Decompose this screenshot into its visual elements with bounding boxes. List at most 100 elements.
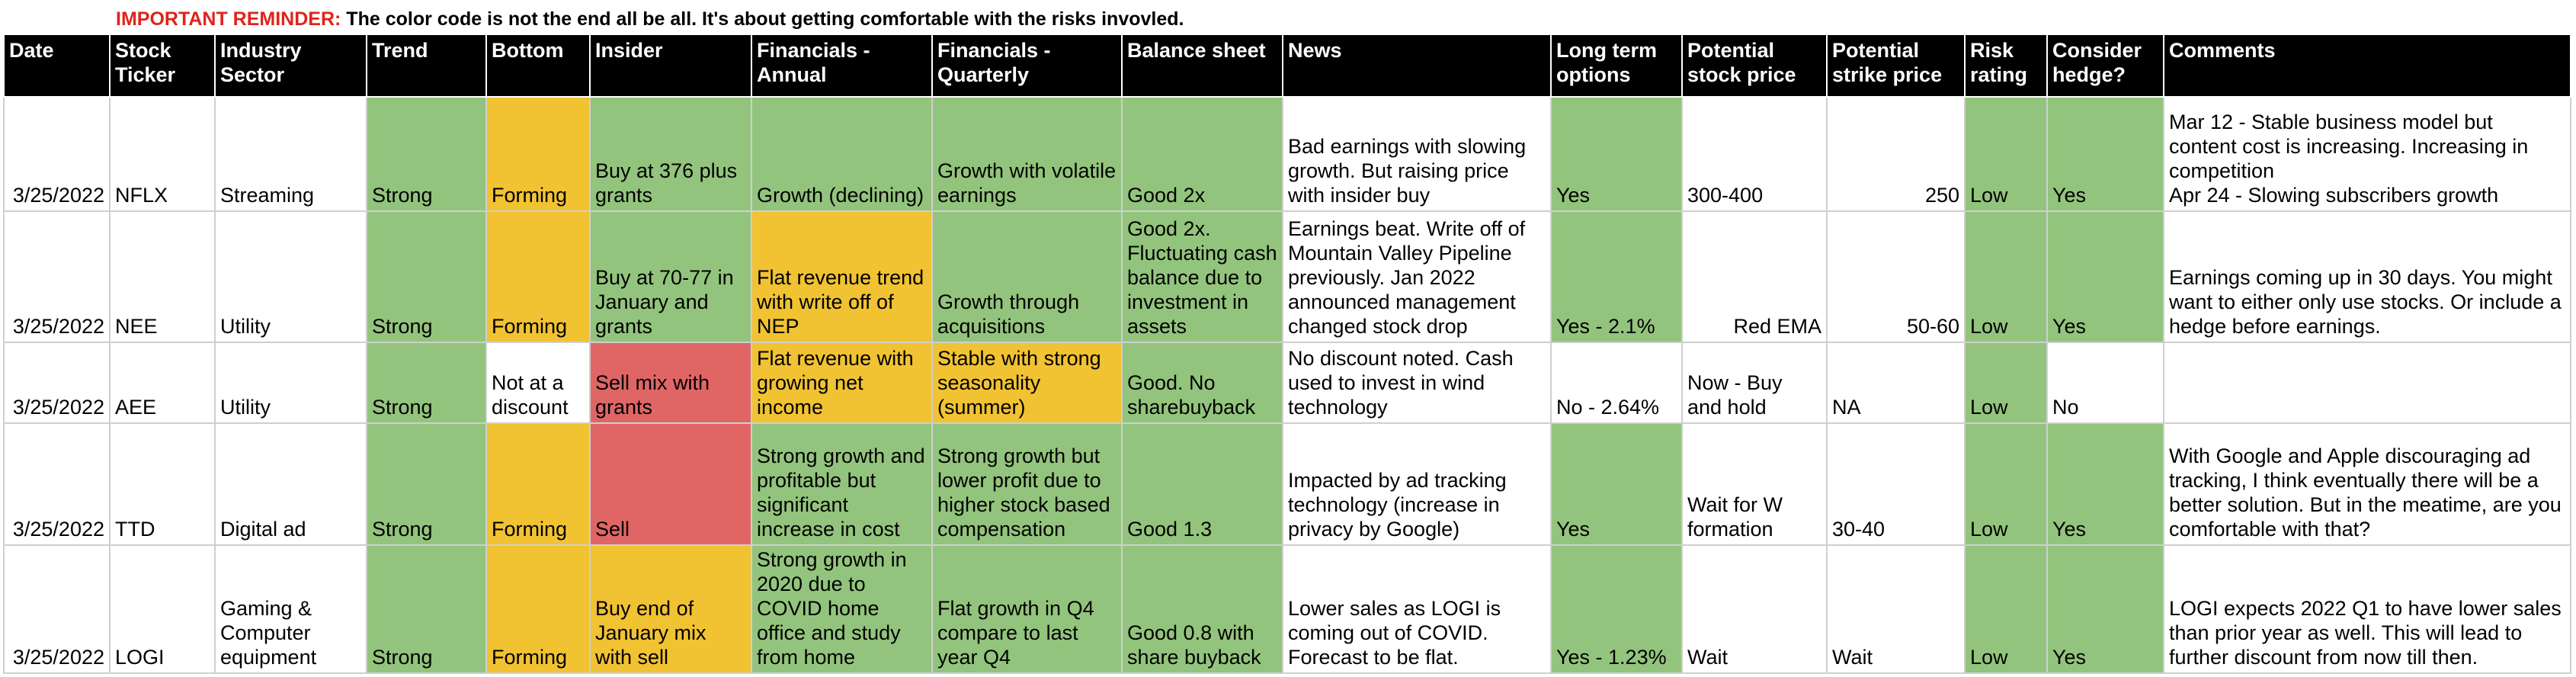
cell-comments[interactable]: Earnings coming up in 30 days. You might… — [2163, 210, 2571, 343]
cell-trend[interactable]: Strong — [366, 210, 487, 343]
cell-potential-stock-price[interactable]: Now - Buy and hold — [1681, 342, 1828, 424]
cell-date[interactable]: 3/25/2022 — [3, 422, 111, 546]
cell-potential-stock-price[interactable]: 300-400 — [1681, 96, 1828, 212]
cell-consider-hedge[interactable]: Yes — [2046, 544, 2164, 674]
table-row: 3/25/2022 AEE Utility Strong Not at a di… — [3, 342, 2571, 424]
header-ticker[interactable]: Stock Ticker — [109, 34, 216, 98]
cell-consider-hedge[interactable]: Yes — [2046, 96, 2164, 212]
header-financials-quarterly[interactable]: Financials - Quarterly — [931, 34, 1123, 98]
header-risk-rating[interactable]: Risk rating — [1964, 34, 2048, 98]
cell-risk-rating[interactable]: Low — [1964, 96, 2048, 212]
header-potential-stock-price[interactable]: Potential stock price — [1681, 34, 1828, 98]
cell-insider[interactable]: Buy at 70-77 in January and grants — [589, 210, 752, 343]
cell-financials-quarterly[interactable]: Flat growth in Q4 compare to last year Q… — [931, 544, 1123, 674]
cell-sector[interactable]: Utility — [214, 342, 367, 424]
cell-financials-annual[interactable]: Flat revenue with growing net income — [751, 342, 933, 424]
cell-insider[interactable]: Buy end of January mix with sell — [589, 544, 752, 674]
cell-financials-quarterly[interactable]: Strong growth but lower profit due to hi… — [931, 422, 1123, 546]
cell-comments[interactable]: LOGI expects 2022 Q1 to have lower sales… — [2163, 544, 2571, 674]
header-trend[interactable]: Trend — [366, 34, 487, 98]
cell-balance-sheet[interactable]: Good 0.8 with share buyback — [1121, 544, 1283, 674]
cell-long-term-options[interactable]: Yes — [1550, 96, 1683, 212]
cell-financials-annual[interactable]: Strong growth and profitable but signifi… — [751, 422, 933, 546]
cell-financials-quarterly[interactable]: Growth with volatile earnings — [931, 96, 1123, 212]
header-date[interactable]: Date — [3, 34, 111, 98]
cell-sector[interactable]: Streaming — [214, 96, 367, 212]
header-bottom[interactable]: Bottom — [485, 34, 591, 98]
cell-insider[interactable]: Sell — [589, 422, 752, 546]
cell-risk-rating[interactable]: Low — [1964, 342, 2048, 424]
header-long-term-options[interactable]: Long term options — [1550, 34, 1683, 98]
header-consider-hedge[interactable]: Consider hedge? — [2046, 34, 2164, 98]
cell-ticker[interactable]: NFLX — [109, 96, 216, 212]
cell-consider-hedge[interactable]: Yes — [2046, 210, 2164, 343]
cell-comments[interactable]: Mar 12 - Stable business model but conte… — [2163, 96, 2571, 212]
cell-balance-sheet[interactable]: Good 1.3 — [1121, 422, 1283, 546]
cell-consider-hedge[interactable]: No — [2046, 342, 2164, 424]
header-news[interactable]: News — [1282, 34, 1552, 98]
cell-date[interactable]: 3/25/2022 — [3, 96, 111, 212]
cell-potential-strike-price[interactable]: 50-60 — [1826, 210, 1966, 343]
cell-consider-hedge[interactable]: Yes — [2046, 422, 2164, 546]
header-potential-strike-price[interactable]: Potential strike price — [1826, 34, 1966, 98]
cell-news[interactable]: No discount noted. Cash used to invest i… — [1282, 342, 1552, 424]
cell-bottom[interactable]: Not at a discount — [485, 342, 591, 424]
cell-financials-annual[interactable]: Strong growth in 2020 due to COVID home … — [751, 544, 933, 674]
cell-ticker[interactable]: NEE — [109, 210, 216, 343]
cell-sector[interactable]: Gaming & Computer equipment — [214, 544, 367, 674]
cell-comments[interactable] — [2163, 342, 2571, 424]
cell-balance-sheet[interactable]: Good 2x — [1121, 96, 1283, 212]
cell-risk-rating[interactable]: Low — [1964, 210, 2048, 343]
cell-long-term-options[interactable]: No - 2.64% — [1550, 342, 1683, 424]
cell-financials-annual[interactable]: Growth (declining) — [751, 96, 933, 212]
cell-financials-annual[interactable]: Flat revenue trend with write off of NEP — [751, 210, 933, 343]
reminder-text: The color code is not the end all be all… — [341, 8, 1184, 30]
cell-bottom[interactable]: Forming — [485, 210, 591, 343]
cell-date[interactable]: 3/25/2022 — [3, 342, 111, 424]
header-comments[interactable]: Comments — [2163, 34, 2571, 98]
cell-comments[interactable]: With Google and Apple discouraging ad tr… — [2163, 422, 2571, 546]
cell-ticker[interactable]: LOGI — [109, 544, 216, 674]
header-insider[interactable]: Insider — [589, 34, 752, 98]
cell-news[interactable]: Impacted by ad tracking technology (incr… — [1282, 422, 1552, 546]
cell-insider[interactable]: Sell mix with grants — [589, 342, 752, 424]
cell-sector[interactable]: Utility — [214, 210, 367, 343]
cell-date[interactable]: 3/25/2022 — [3, 210, 111, 343]
cell-potential-strike-price[interactable]: 30-40 — [1826, 422, 1966, 546]
cell-financials-quarterly[interactable]: Stable with strong seasonality (summer) — [931, 342, 1123, 424]
cell-potential-strike-price[interactable]: NA — [1826, 342, 1966, 424]
cell-balance-sheet[interactable]: Good 2x. Fluctuating cash balance due to… — [1121, 210, 1283, 343]
header-financials-annual[interactable]: Financials - Annual — [751, 34, 933, 98]
reminder-label: IMPORTANT REMINDER: — [116, 8, 341, 30]
cell-potential-stock-price[interactable]: Wait — [1681, 544, 1828, 674]
cell-risk-rating[interactable]: Low — [1964, 544, 2048, 674]
cell-sector[interactable]: Digital ad — [214, 422, 367, 546]
cell-potential-stock-price[interactable]: Wait for W formation — [1681, 422, 1828, 546]
cell-news[interactable]: Bad earnings with slowing growth. But ra… — [1282, 96, 1552, 212]
cell-news[interactable]: Earnings beat. Write off of Mountain Val… — [1282, 210, 1552, 343]
cell-trend[interactable]: Strong — [366, 342, 487, 424]
cell-long-term-options[interactable]: Yes - 2.1% — [1550, 210, 1683, 343]
cell-ticker[interactable]: AEE — [109, 342, 216, 424]
cell-risk-rating[interactable]: Low — [1964, 422, 2048, 546]
cell-ticker[interactable]: TTD — [109, 422, 216, 546]
cell-balance-sheet[interactable]: Good. No sharebuyback — [1121, 342, 1283, 424]
table-row: 3/25/2022 TTD Digital ad Strong Forming … — [3, 422, 2571, 546]
cell-potential-strike-price[interactable]: Wait — [1826, 544, 1966, 674]
cell-potential-strike-price[interactable]: 250 — [1826, 96, 1966, 212]
cell-trend[interactable]: Strong — [366, 544, 487, 674]
cell-bottom[interactable]: Forming — [485, 422, 591, 546]
cell-trend[interactable]: Strong — [366, 96, 487, 212]
cell-bottom[interactable]: Forming — [485, 544, 591, 674]
cell-trend[interactable]: Strong — [366, 422, 487, 546]
cell-financials-quarterly[interactable]: Growth through acquisitions — [931, 210, 1123, 343]
header-balance-sheet[interactable]: Balance sheet — [1121, 34, 1283, 98]
cell-insider[interactable]: Buy at 376 plus grants — [589, 96, 752, 212]
header-sector[interactable]: Industry Sector — [214, 34, 367, 98]
cell-long-term-options[interactable]: Yes — [1550, 422, 1683, 546]
cell-potential-stock-price[interactable]: Red EMA — [1681, 210, 1828, 343]
cell-news[interactable]: Lower sales as LOGI is coming out of COV… — [1282, 544, 1552, 674]
cell-date[interactable]: 3/25/2022 — [3, 544, 111, 674]
cell-long-term-options[interactable]: Yes - 1.23% — [1550, 544, 1683, 674]
cell-bottom[interactable]: Forming — [485, 96, 591, 212]
